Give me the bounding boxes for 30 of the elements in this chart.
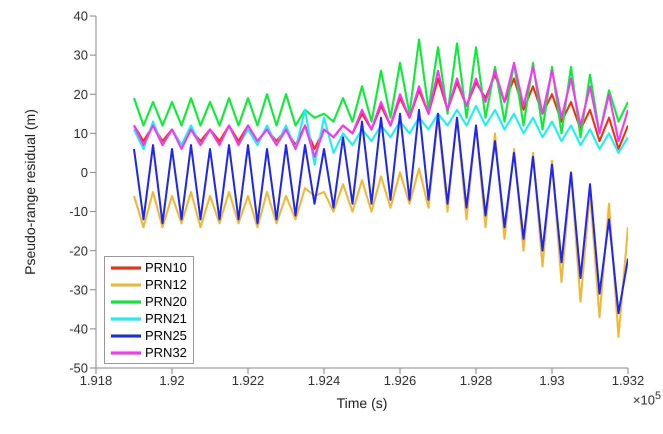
y-tick-label: 30 <box>74 48 88 63</box>
line-series <box>133 38 628 138</box>
y-tick-label: 0 <box>80 165 88 180</box>
x-tick-label: 1.924 <box>308 373 340 388</box>
y-tick-label: 40 <box>74 8 88 24</box>
x-axis-title: Time (s) <box>336 395 388 411</box>
y-axis-title: Pseudo-range residual (m) <box>22 109 38 275</box>
legend-label: PRN12 <box>145 277 187 292</box>
line-series <box>133 104 628 166</box>
x-tick-label: 1.932 <box>612 373 644 388</box>
y-tick-label: 10 <box>74 126 88 141</box>
x-tick-label: 1.918 <box>80 373 112 388</box>
legend-label: PRN10 <box>145 260 187 275</box>
y-tick-label: -50 <box>69 360 88 376</box>
x-tick-label: 1.926 <box>384 373 416 388</box>
legend-label: PRN20 <box>145 294 187 309</box>
y-tick-label: -20 <box>69 243 88 258</box>
text: ×10$^{5}$ <box>632 390 661 408</box>
line-series <box>133 62 628 158</box>
y-tick-label: -40 <box>69 322 88 337</box>
legend-label: PRN25 <box>145 328 187 343</box>
x-tick-label: 1.92 <box>159 373 185 388</box>
legend-label: PRN21 <box>145 311 187 326</box>
y-tick-label: 20 <box>74 86 88 102</box>
x-tick-label: 1.93 <box>539 373 565 388</box>
legend-label: PRN32 <box>145 345 187 360</box>
y-tick-label: -10 <box>69 204 88 220</box>
x-tick-label: 1.922 <box>232 373 264 388</box>
x-tick-label: 1.928 <box>460 373 492 388</box>
y-tick-label: -30 <box>69 282 88 298</box>
